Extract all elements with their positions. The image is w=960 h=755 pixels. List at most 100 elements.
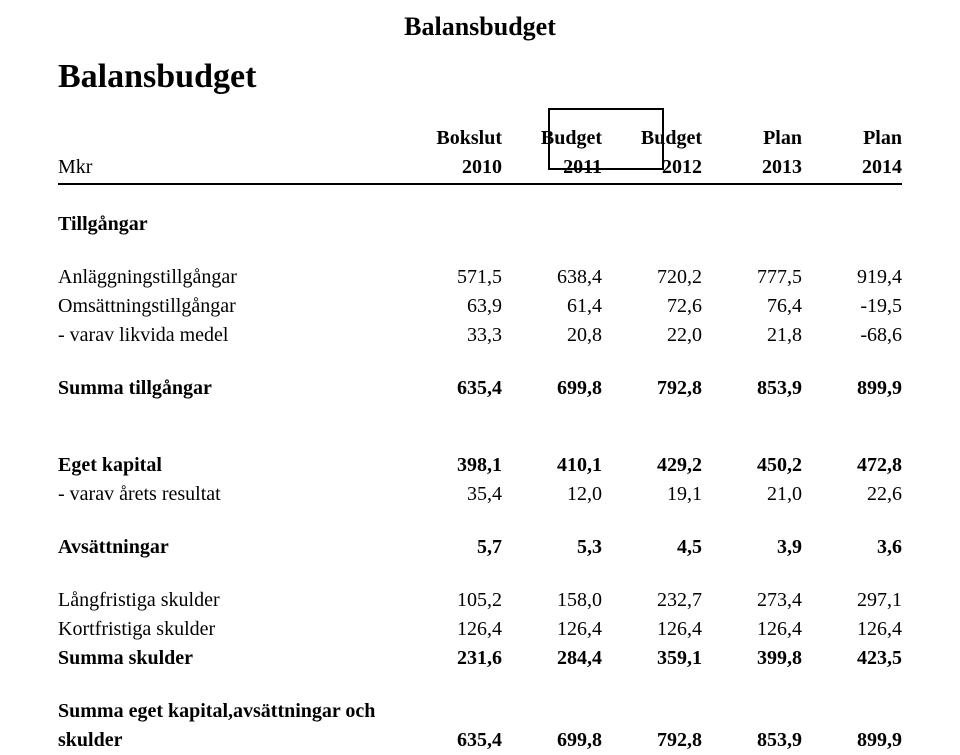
row-label: Eget kapital — [58, 451, 402, 480]
header-cell: 2010 — [402, 153, 502, 182]
header-cell: 2012 — [602, 153, 702, 182]
header-cell: 2014 — [802, 153, 902, 182]
spacer — [58, 186, 902, 210]
cell: -68,6 — [802, 321, 902, 350]
cell: 3,6 — [802, 533, 902, 562]
spacer — [58, 239, 902, 263]
cell: 635,4 — [402, 374, 502, 403]
header-cell: Plan — [802, 124, 902, 153]
row-label: - varav likvida medel — [58, 321, 402, 350]
header-cell: Budget — [502, 124, 602, 153]
cell: 22,6 — [802, 480, 902, 509]
cell: 105,2 — [402, 586, 502, 615]
cell: 20,8 — [502, 321, 602, 350]
summa-eget-row-line1: Summa eget kapital,avsättningar och — [58, 697, 902, 726]
row-label: Avsättningar — [58, 533, 402, 562]
cell: 231,6 — [402, 644, 502, 673]
table-row: - varav årets resultat 35,4 12,0 19,1 21… — [58, 480, 902, 509]
row-label: Summa eget kapital,avsättningar och — [58, 697, 402, 726]
cell: 273,4 — [702, 586, 802, 615]
cell: 5,7 — [402, 533, 502, 562]
cell: 359,1 — [602, 644, 702, 673]
cell: 5,3 — [502, 533, 602, 562]
cell: 399,8 — [702, 644, 802, 673]
table-header-row-2: Mkr 2010 2011 2012 2013 2014 — [58, 153, 902, 182]
cell: 699,8 — [502, 374, 602, 403]
cell: 297,1 — [802, 586, 902, 615]
header-cell: Plan — [702, 124, 802, 153]
cell: 792,8 — [602, 374, 702, 403]
cell: 21,8 — [702, 321, 802, 350]
cell: 12,0 — [502, 480, 602, 509]
table-header-row-1: Bokslut Budget Budget Plan Plan — [58, 124, 902, 153]
header-cell: 2013 — [702, 153, 802, 182]
cell: 638,4 — [502, 263, 602, 292]
cell: 450,2 — [702, 451, 802, 480]
cell: 472,8 — [802, 451, 902, 480]
row-label: Summa tillgångar — [58, 374, 402, 403]
cell: 33,3 — [402, 321, 502, 350]
cell: 21,0 — [702, 480, 802, 509]
cell: 398,1 — [402, 451, 502, 480]
section-label: Tillgångar — [58, 210, 402, 239]
cell: 3,9 — [702, 533, 802, 562]
table-row: Omsättningstillgångar 63,9 61,4 72,6 76,… — [58, 292, 902, 321]
cell: 720,2 — [602, 263, 702, 292]
header-cell: Mkr — [58, 153, 402, 182]
cell: 35,4 — [402, 480, 502, 509]
cell: 126,4 — [402, 615, 502, 644]
table-row: - varav likvida medel 33,3 20,8 22,0 21,… — [58, 321, 902, 350]
row-label: Omsättningstillgångar — [58, 292, 402, 321]
header-cell — [58, 124, 402, 153]
budget-table: Bokslut Budget Budget Plan Plan Mkr 2010… — [58, 124, 902, 755]
cell: 19,1 — [602, 480, 702, 509]
cell: 4,5 — [602, 533, 702, 562]
spacer — [58, 562, 902, 586]
cell: 792,8 — [602, 726, 702, 755]
spacer — [58, 673, 902, 697]
summa-skulder-row: Summa skulder 231,6 284,4 359,1 399,8 42… — [58, 644, 902, 673]
cell: 126,4 — [702, 615, 802, 644]
row-label: - varav årets resultat — [58, 480, 402, 509]
cell: 126,4 — [502, 615, 602, 644]
summa-eget-row-line2: skulder 635,4 699,8 792,8 853,9 899,9 — [58, 726, 902, 755]
row-label: Summa skulder — [58, 644, 402, 673]
cell: 899,9 — [802, 726, 902, 755]
cell: 63,9 — [402, 292, 502, 321]
eget-kapital-row: Eget kapital 398,1 410,1 429,2 450,2 472… — [58, 451, 902, 480]
cell: 853,9 — [702, 726, 802, 755]
cell: 126,4 — [602, 615, 702, 644]
cell: 423,5 — [802, 644, 902, 673]
page-header-title: Balansbudget — [0, 12, 960, 42]
page-title: Balansbudget — [58, 58, 902, 96]
cell: 777,5 — [702, 263, 802, 292]
cell: 22,0 — [602, 321, 702, 350]
cell: 410,1 — [502, 451, 602, 480]
avsattningar-row: Avsättningar 5,7 5,3 4,5 3,9 3,6 — [58, 533, 902, 562]
spacer — [58, 403, 902, 427]
spacer — [58, 427, 902, 451]
spacer — [58, 509, 902, 533]
cell: 429,2 — [602, 451, 702, 480]
header-cell: Budget — [602, 124, 702, 153]
cell: -19,5 — [802, 292, 902, 321]
cell: 126,4 — [802, 615, 902, 644]
row-label: skulder — [58, 726, 402, 755]
row-label: Anläggningstillgångar — [58, 263, 402, 292]
cell: 699,8 — [502, 726, 602, 755]
cell: 853,9 — [702, 374, 802, 403]
spacer — [58, 350, 902, 374]
cell: 61,4 — [502, 292, 602, 321]
section-header-tillgangar: Tillgångar — [58, 210, 902, 239]
cell: 232,7 — [602, 586, 702, 615]
cell: 72,6 — [602, 292, 702, 321]
table-row: Kortfristiga skulder 126,4 126,4 126,4 1… — [58, 615, 902, 644]
cell: 899,9 — [802, 374, 902, 403]
row-label: Långfristiga skulder — [58, 586, 402, 615]
cell: 571,5 — [402, 263, 502, 292]
row-label: Kortfristiga skulder — [58, 615, 402, 644]
table-row: Anläggningstillgångar 571,5 638,4 720,2 … — [58, 263, 902, 292]
header-cell: Bokslut — [402, 124, 502, 153]
cell: 284,4 — [502, 644, 602, 673]
summa-tillgangar-row: Summa tillgångar 635,4 699,8 792,8 853,9… — [58, 374, 902, 403]
